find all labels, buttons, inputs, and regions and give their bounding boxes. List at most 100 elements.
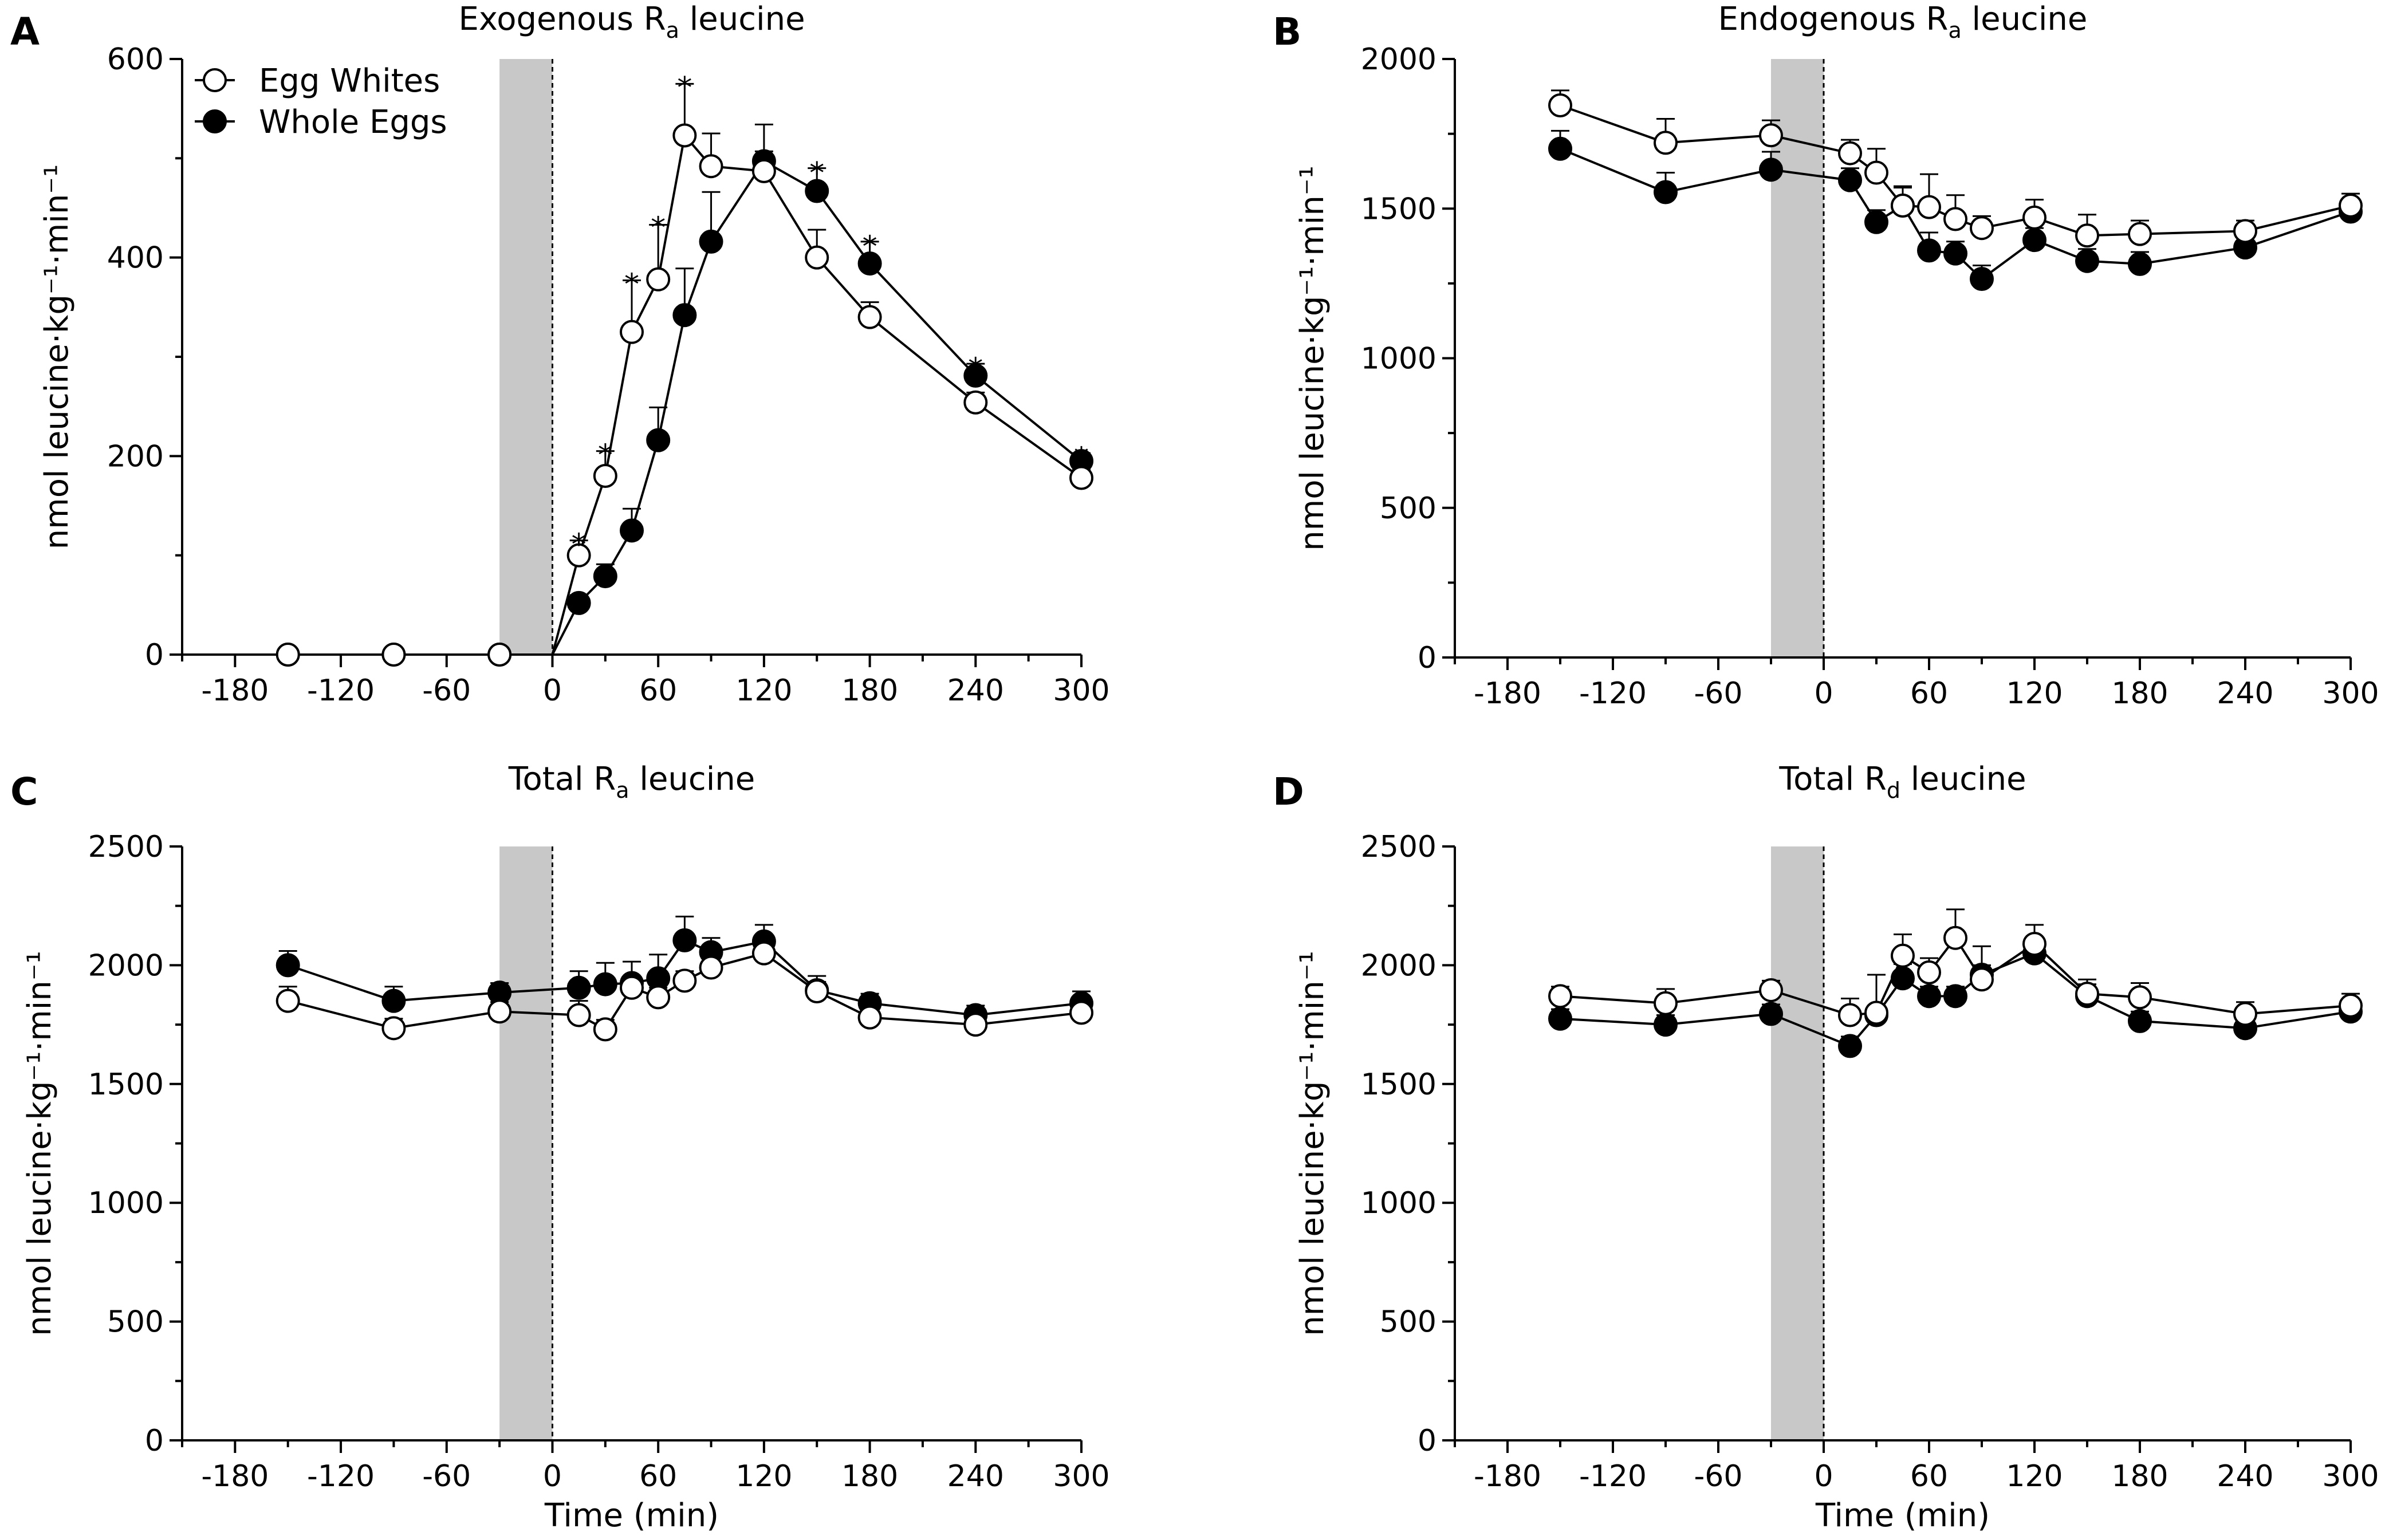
x-tick-label: 120: [735, 1459, 792, 1494]
x-tick-label: 0: [1814, 676, 1833, 711]
data-point: [1864, 160, 1888, 185]
data-point: [1838, 1003, 1862, 1027]
data-point: [857, 1005, 882, 1030]
data-point: [2022, 205, 2046, 230]
data-point: [1838, 1034, 1862, 1058]
y-tick-label: 1000: [1361, 1186, 1436, 1220]
data-point: [2339, 194, 2363, 218]
data-point: [2022, 228, 2046, 253]
significance-marker: *: [572, 527, 587, 562]
y-tick-label: 0: [145, 638, 164, 672]
y-tick-label: 1500: [1361, 1068, 1436, 1102]
panel-a: A Exogenous Ra leucine -180 -120 -60 0 60 120 18…: [10, 1, 1110, 708]
data-point: [963, 390, 988, 415]
x-tick-label: -180: [1474, 1459, 1541, 1494]
data-point: [1654, 991, 1678, 1015]
data-point: [566, 1003, 591, 1027]
data-point: [2075, 223, 2099, 248]
x-tick-label: 180: [2111, 1459, 2168, 1494]
data-point: [1069, 1001, 1093, 1025]
series-whole-eggs: [276, 123, 1093, 667]
data-point: [805, 979, 829, 1004]
y-tick-label: 400: [107, 241, 164, 275]
data-point: [566, 590, 591, 615]
x-tick-label: 0: [543, 1459, 562, 1494]
x-tick-label: 180: [841, 673, 898, 708]
shaded-interval: [1771, 846, 1824, 1440]
data-point: [699, 229, 723, 254]
data-point: [1943, 241, 1967, 266]
y-tick-label: 500: [1380, 491, 1436, 526]
panel-b: B Endogenous Ra leucine -180 -120 -60 0 60 120 1…: [1273, 1, 2379, 711]
panel-letter: A: [10, 10, 40, 54]
data-point: [1654, 1013, 1678, 1037]
x-tick-label: -180: [201, 1459, 269, 1494]
x-tick-label: 240: [947, 673, 1004, 708]
x-tick-label: -60: [1694, 676, 1743, 711]
y-tick-label: 0: [1418, 1424, 1436, 1458]
data-point: [620, 320, 644, 344]
significance-marker: *: [677, 71, 692, 105]
x-tick-label: 120: [2006, 1459, 2063, 1494]
x-tick-label: 0: [543, 673, 562, 708]
panel-letter: C: [10, 770, 38, 814]
legend-label: Egg Whites: [259, 62, 440, 100]
data-point: [1864, 1001, 1888, 1025]
data-point: [1917, 195, 1941, 219]
data-point: [1917, 960, 1941, 984]
panel-letter: D: [1273, 770, 1304, 814]
x-tick-label: 240: [2217, 676, 2273, 711]
legend-label: Whole Eggs: [259, 104, 447, 141]
data-point: [1970, 967, 1994, 992]
panel-c: C Total Ra leucine -180 -120 -60 0 60 120 180 240…: [10, 761, 1110, 1534]
data-point: [276, 643, 300, 667]
series-egg-whites: [276, 941, 1093, 1042]
panel-title: Exogenous Ra leucine: [458, 1, 805, 43]
data-point: [566, 543, 591, 568]
data-point: [1917, 984, 1941, 1009]
data-point: [805, 245, 829, 270]
panel-d: D Total Rd leucine -180 -120 -60 0 60 120 180 240…: [1273, 761, 2379, 1534]
data-point: [620, 975, 644, 1000]
data-point: [2128, 1009, 2152, 1033]
data-point: [2233, 219, 2257, 243]
significance-marker: *: [863, 230, 877, 264]
panel-title: Endogenous Ra leucine: [1718, 1, 2088, 43]
x-tick-label: -180: [1474, 676, 1541, 711]
x-tick-label: 300: [1053, 673, 1109, 708]
data-point: [1548, 984, 1572, 1009]
x-tick-label: 60: [639, 1459, 677, 1494]
y-axis-label: nmol leucine·kg⁻¹·min⁻¹: [1294, 166, 1331, 551]
x-tick-label: -120: [1579, 1459, 1647, 1494]
y-axis-label: nmol leucine·kg⁻¹·min⁻¹: [38, 164, 76, 550]
data-point: [1891, 194, 1915, 218]
significance-marker: *: [968, 352, 983, 387]
data-point: [963, 363, 988, 388]
data-point: [1759, 978, 1783, 1002]
data-point: [751, 941, 776, 966]
data-point: [593, 1017, 617, 1042]
data-point: [1917, 238, 1941, 263]
y-tick-label: 0: [145, 1424, 164, 1458]
panel-letter: B: [1273, 10, 1301, 54]
x-tick-label: -60: [422, 673, 471, 708]
series-whole-eggs: [1548, 129, 2363, 292]
y-axis-label: nmol leucine·kg⁻¹·min⁻¹: [21, 951, 58, 1336]
y-tick-label: 1000: [88, 1186, 164, 1220]
data-point: [672, 303, 697, 328]
data-point: [1548, 136, 1572, 161]
data-point: [566, 975, 591, 1000]
y-tick-label: 500: [1380, 1305, 1436, 1340]
y-tick-label: 600: [107, 42, 164, 77]
data-point: [620, 518, 644, 543]
series-egg-whites: [276, 82, 1093, 667]
data-point: [1838, 168, 1862, 192]
y-tick-label: 500: [107, 1305, 164, 1340]
panel-title: Total Ra leucine: [508, 761, 755, 803]
significance-marker: *: [1074, 442, 1089, 476]
panel-title: Total Rd leucine: [1778, 761, 2026, 803]
data-point: [2339, 993, 2363, 1018]
data-point: [2128, 251, 2152, 276]
x-tick-label: -120: [307, 1459, 375, 1494]
